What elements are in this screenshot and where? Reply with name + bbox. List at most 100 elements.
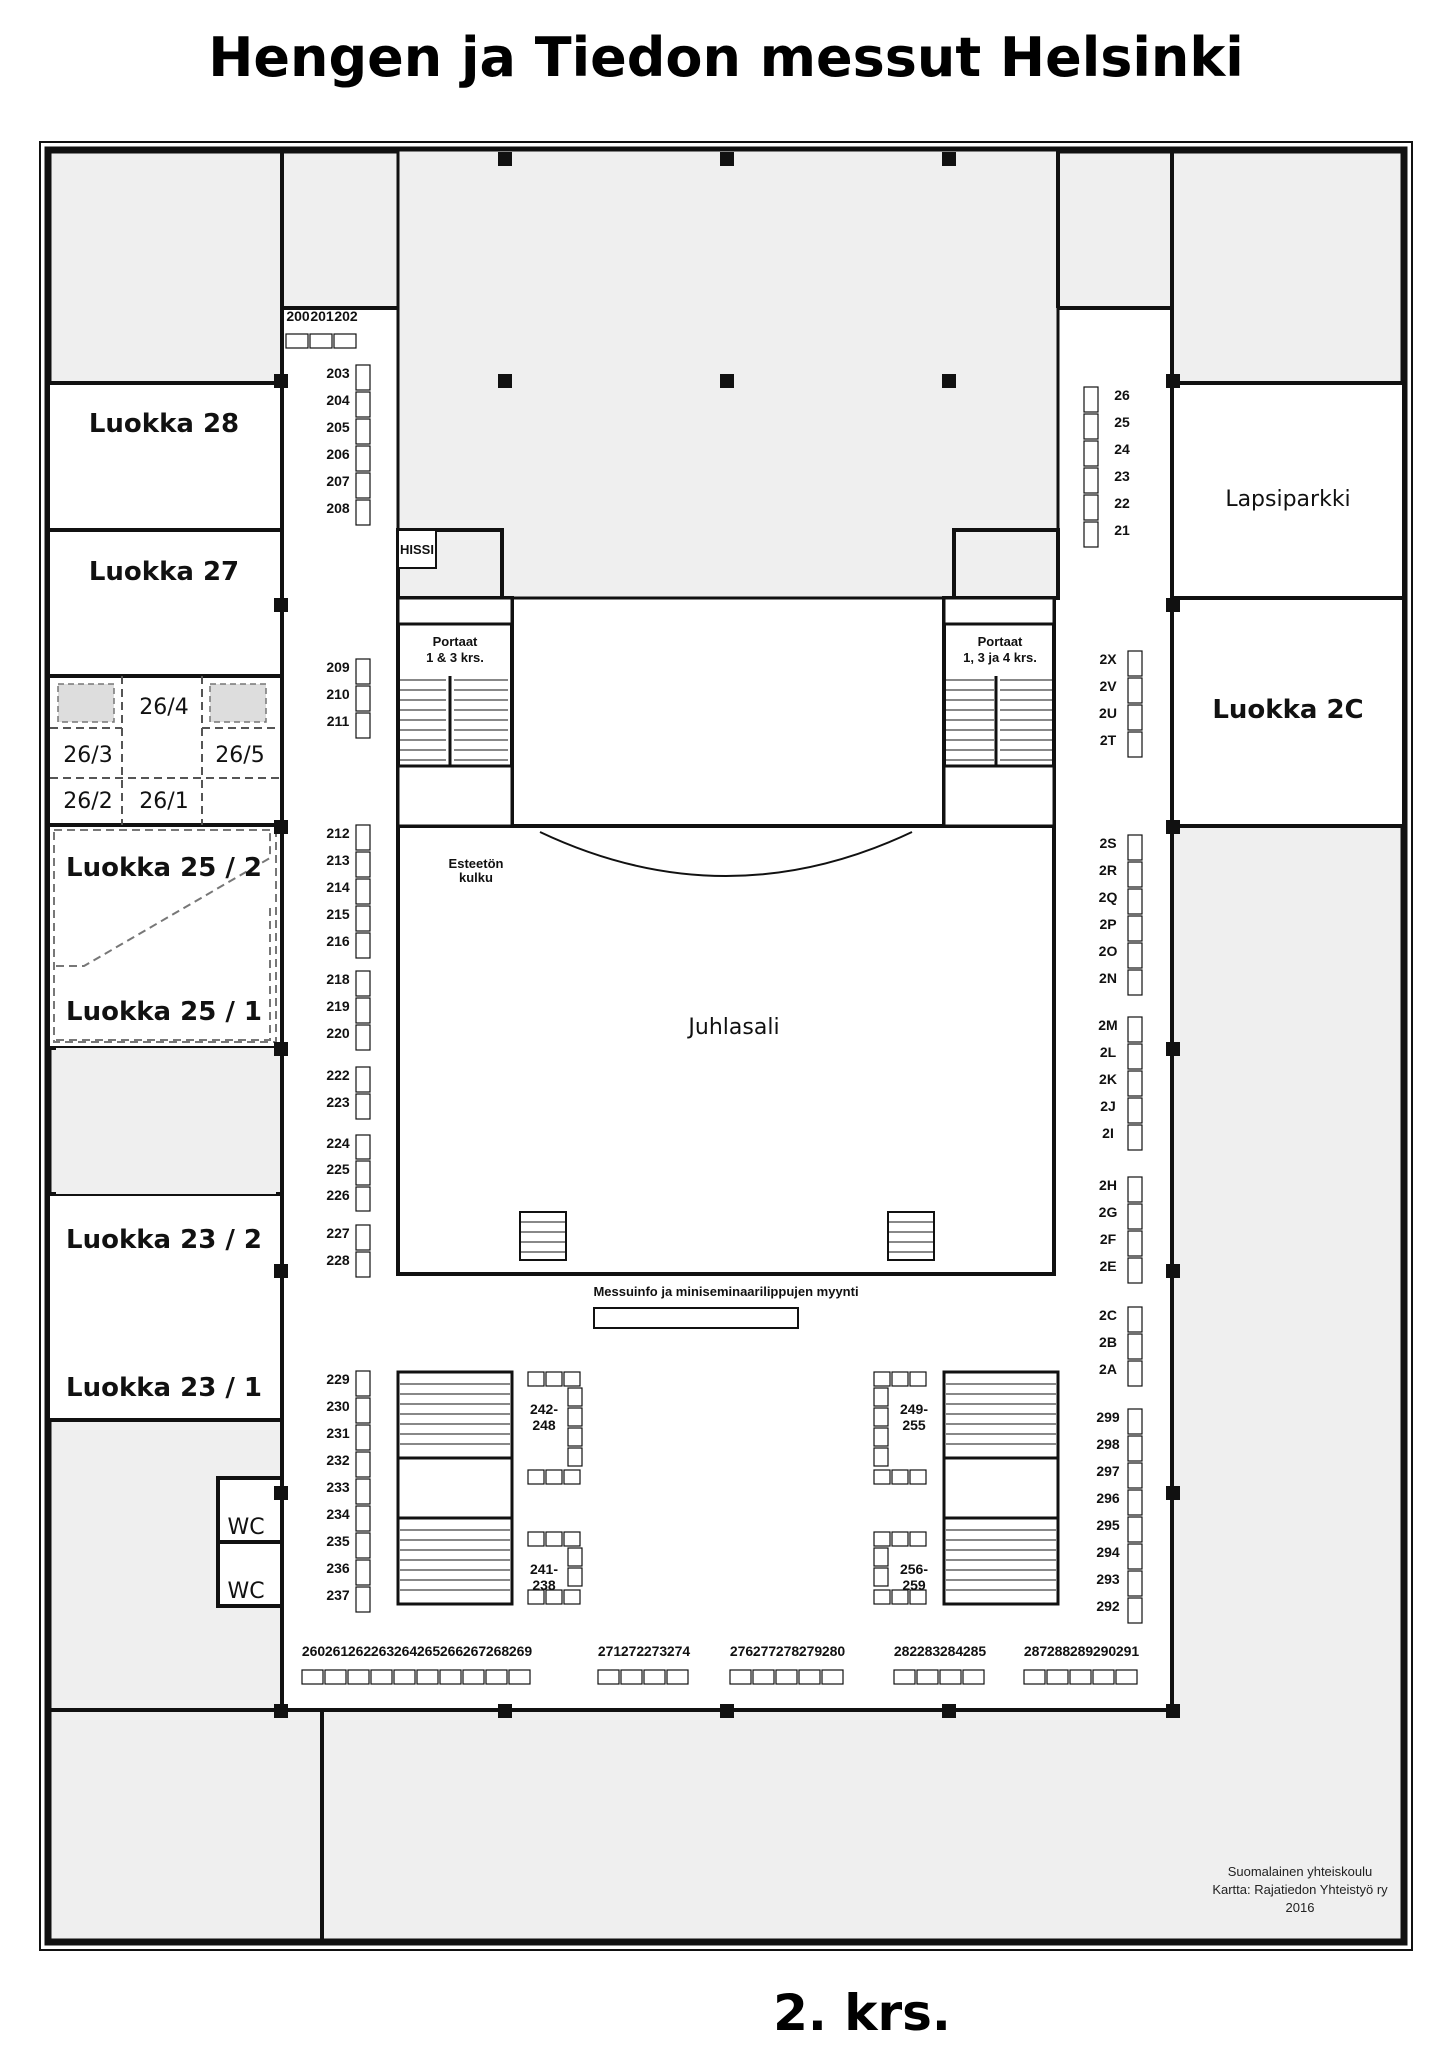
booth: [301, 1669, 324, 1685]
room-fills: [50, 385, 1402, 1418]
stairwell-left: [396, 596, 514, 828]
room-lapsiparkki: Lapsiparkki: [1225, 487, 1350, 512]
booth-number: 229: [326, 1371, 350, 1387]
booth: [873, 1407, 889, 1427]
elevator-label: HISSI: [400, 542, 434, 557]
booth: [1083, 386, 1099, 413]
booth: [355, 1066, 371, 1093]
elevator: [397, 529, 437, 569]
booth-number: 267: [463, 1643, 487, 1659]
booth: [1127, 861, 1143, 888]
booth-number: 264: [394, 1643, 418, 1659]
booth: [1046, 1669, 1069, 1685]
booth-number: 2H: [1099, 1177, 1117, 1193]
booth: [643, 1669, 666, 1685]
booth: [1127, 1360, 1143, 1387]
booth-number: 2C: [1099, 1307, 1117, 1323]
booth-number: 288: [1047, 1643, 1071, 1659]
booth: [1083, 467, 1099, 494]
booth: [545, 1371, 563, 1387]
booth-number: 22: [1114, 495, 1130, 511]
booth: [355, 472, 371, 499]
booth: [1127, 1435, 1143, 1462]
booth: [1127, 1257, 1143, 1284]
booth-number: 2E: [1099, 1258, 1116, 1274]
booth: [962, 1669, 985, 1685]
floor-label: 2. krs.: [773, 1984, 951, 2042]
page-title: Hengen ja Tiedon messut Helsinki: [208, 26, 1244, 89]
booth-number: 273: [644, 1643, 668, 1659]
booth: [1115, 1669, 1138, 1685]
booth: [891, 1371, 909, 1387]
room-26-1: 26/1: [139, 789, 188, 814]
booth-number: 21: [1114, 522, 1130, 538]
accessible-label-2: kulku: [459, 870, 493, 885]
booth-number: 280: [822, 1643, 846, 1659]
booth: [1127, 677, 1143, 704]
booth: [873, 1469, 891, 1485]
booth: [1127, 1489, 1143, 1516]
booth: [620, 1669, 643, 1685]
booth: [1127, 1543, 1143, 1570]
booth-number: 292: [1096, 1598, 1120, 1614]
booth-number: 212: [326, 825, 350, 841]
booth: [1127, 915, 1143, 942]
booth: [597, 1669, 620, 1685]
booth: [527, 1469, 545, 1485]
booth: [909, 1531, 927, 1547]
booth: [416, 1669, 439, 1685]
booth-number: 2A: [1099, 1361, 1117, 1377]
booth: [729, 1669, 752, 1685]
booth: [891, 1589, 909, 1605]
booth-number: 2P: [1099, 916, 1116, 932]
booth: [324, 1669, 347, 1685]
booth: [873, 1387, 889, 1407]
booth-number: 2T: [1100, 732, 1117, 748]
outer-frame: [39, 141, 1413, 1951]
booth-number: 216: [326, 933, 350, 949]
booth: [309, 333, 333, 349]
booth-number: 296: [1096, 1490, 1120, 1506]
booth-number: 2M: [1098, 1017, 1117, 1033]
booth: [333, 333, 357, 349]
room-26-5: 26/5: [215, 743, 264, 768]
booth: [873, 1531, 891, 1547]
booth: [563, 1589, 581, 1605]
booth: [563, 1469, 581, 1485]
booth-number: 223: [326, 1094, 350, 1110]
booth: [508, 1669, 531, 1685]
booth: [873, 1547, 889, 1567]
booth-number: 263: [371, 1643, 395, 1659]
booth: [355, 970, 371, 997]
booth: [355, 418, 371, 445]
booth: [1127, 834, 1143, 861]
booth: [545, 1469, 563, 1485]
booth-number: 225: [326, 1161, 350, 1177]
room-26-4: 26/4: [139, 695, 188, 720]
booth: [873, 1427, 889, 1447]
booth-number: 2B: [1099, 1334, 1117, 1350]
booth-number: 228: [326, 1252, 350, 1268]
booth: [666, 1669, 689, 1685]
island-label: 248: [532, 1417, 556, 1433]
booth-number: 282: [894, 1643, 918, 1659]
booth: [355, 932, 371, 959]
stairs-left-label-2: 1 & 3 krs.: [426, 650, 484, 665]
booth: [355, 658, 371, 685]
booth-number: 2G: [1099, 1204, 1118, 1220]
booth-number: 210: [326, 686, 350, 702]
booth: [1127, 1070, 1143, 1097]
room-25-divider: [53, 829, 277, 1043]
booth-number: 24: [1114, 441, 1130, 457]
hall-small-stairs: [519, 1211, 935, 1261]
booth-number: 279: [799, 1643, 823, 1659]
room-luokka-2c: Luokka 2C: [1212, 695, 1363, 725]
booth-number: 2K: [1099, 1071, 1117, 1087]
booth-number: 231: [326, 1425, 350, 1441]
booth-number: 287: [1024, 1643, 1048, 1659]
booth: [355, 1559, 371, 1586]
booth: [873, 1567, 889, 1587]
accessible-label-1: Esteetön: [449, 856, 504, 871]
booth: [355, 1024, 371, 1051]
wc-rooms: [216, 1476, 284, 1608]
